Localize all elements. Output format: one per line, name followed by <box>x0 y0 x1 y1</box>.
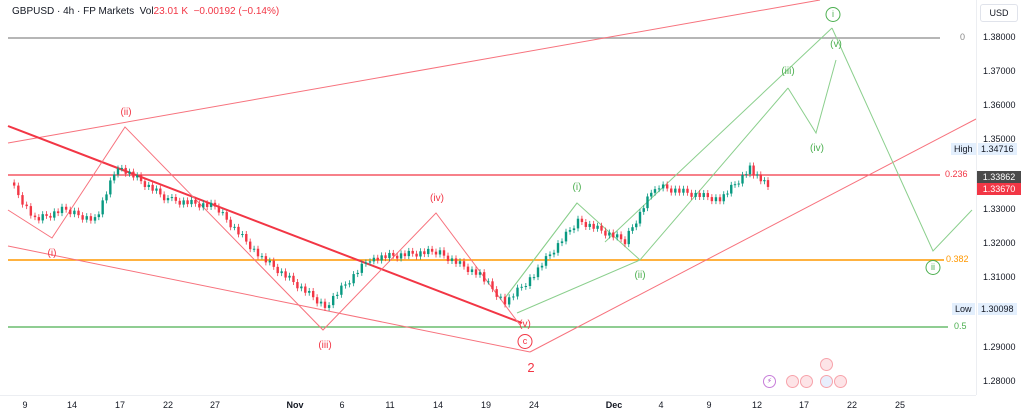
time-tick: 27 <box>209 400 221 410</box>
green-wave-label-v: (v) <box>830 39 842 50</box>
time-tick: 17 <box>114 400 126 410</box>
red-channel-lower <box>7 245 531 353</box>
currency-button[interactable]: USD <box>980 4 1018 22</box>
green-wave-label-ii: (ii) <box>634 270 646 281</box>
price-tick: 1.31000 <box>983 272 1016 282</box>
fib-label-0: 0 <box>960 32 966 42</box>
price-tick: 1.29000 <box>983 342 1016 352</box>
red-wave-label-2: 2 <box>527 360 535 375</box>
red-wave-label-v: (v) <box>519 319 531 330</box>
low-value: 1.30098 <box>978 303 1017 315</box>
price-tick: 1.33000 <box>983 204 1016 214</box>
red-wave-label-i: (i) <box>47 248 57 259</box>
red-channel-upper <box>7 0 821 144</box>
high-value: 1.34716 <box>978 143 1017 155</box>
price-axis[interactable] <box>976 0 1024 395</box>
time-tick: 6 <box>339 400 345 410</box>
red-wave-label-iii: (iii) <box>318 340 332 351</box>
fib-label-0236: 0.236 <box>945 169 968 179</box>
price-tick: 1.36000 <box>983 100 1016 110</box>
time-axis[interactable] <box>0 395 976 418</box>
price-tick: 1.35000 <box>983 134 1016 144</box>
price-tick: 1.28000 <box>983 376 1016 386</box>
gb-flag-event-icon[interactable] <box>800 375 813 388</box>
green-wave-label-iii: (iii) <box>781 66 795 77</box>
last-close-badge: 1.33862 <box>977 171 1021 183</box>
red-wave-zigzag <box>7 126 521 331</box>
green-wave-label-circle-ii: ii <box>925 260 941 275</box>
time-tick: 24 <box>528 400 540 410</box>
green-wave-zigzag <box>504 202 641 299</box>
volume-value: 23.01 K <box>153 6 189 17</box>
red-wave-label-c: c <box>517 334 533 349</box>
chart-canvas[interactable] <box>0 0 976 395</box>
time-tick: 11 <box>385 400 395 410</box>
price-tick: 1.37000 <box>983 66 1016 76</box>
time-tick: 22 <box>846 400 858 410</box>
time-tick: 14 <box>66 400 78 410</box>
lightning-event-icon[interactable]: ⚡ <box>763 375 776 388</box>
time-tick-month: Nov <box>286 400 304 410</box>
red-wave-2-leg <box>529 118 976 353</box>
time-tick: 22 <box>162 400 174 410</box>
chart-header: GBPUSD · 4h · FP Markets Vol23.01 K −0.0… <box>12 6 280 17</box>
gb-flag-event-icon[interactable] <box>820 358 833 371</box>
green-wave-projection <box>831 27 973 252</box>
red-wave-label-ii: (ii) <box>120 107 132 118</box>
gb-flag-event-icon[interactable] <box>834 375 847 388</box>
low-label: Low <box>952 303 975 315</box>
green-wave-label-circle-i: i <box>825 7 841 22</box>
price-tick: 1.38000 <box>983 32 1016 42</box>
green-channel-1 <box>516 87 789 314</box>
volume-label: Vol <box>139 6 154 17</box>
time-tick: 9 <box>706 400 712 410</box>
symbol[interactable]: GBPUSD <box>12 6 55 17</box>
time-tick: 14 <box>432 400 444 410</box>
time-tick: 4 <box>658 400 664 410</box>
candles <box>12 162 770 311</box>
time-tick-month: Dec <box>605 400 623 410</box>
time-tick: 9 <box>22 400 28 410</box>
fib-label-0382: 0.382 <box>946 254 969 264</box>
fib-label-05: 0.5 <box>954 321 967 331</box>
green-wave-label-iv: (iv) <box>810 143 824 154</box>
exchange: FP Markets <box>83 6 135 17</box>
price-change: −0.00192 (−0.14%) <box>193 6 280 17</box>
green-channel-2 <box>604 27 833 243</box>
green-wave-iii-v <box>787 59 837 135</box>
interval[interactable]: 4h <box>63 6 75 17</box>
us-flag-event-icon[interactable] <box>820 375 833 388</box>
red-wave-label-iv: (iv) <box>430 193 444 204</box>
green-wave-label-i: (i) <box>572 182 582 193</box>
high-label: High <box>951 143 976 155</box>
time-tick: 19 <box>480 400 492 410</box>
time-tick: 12 <box>751 400 763 410</box>
time-tick: 17 <box>798 400 810 410</box>
gb-flag-event-icon[interactable] <box>786 375 799 388</box>
time-tick: 25 <box>894 400 906 410</box>
current-price-badge: 1.33670 <box>977 183 1021 195</box>
price-tick: 1.32000 <box>983 238 1016 248</box>
red-trendline-thick <box>7 125 523 324</box>
